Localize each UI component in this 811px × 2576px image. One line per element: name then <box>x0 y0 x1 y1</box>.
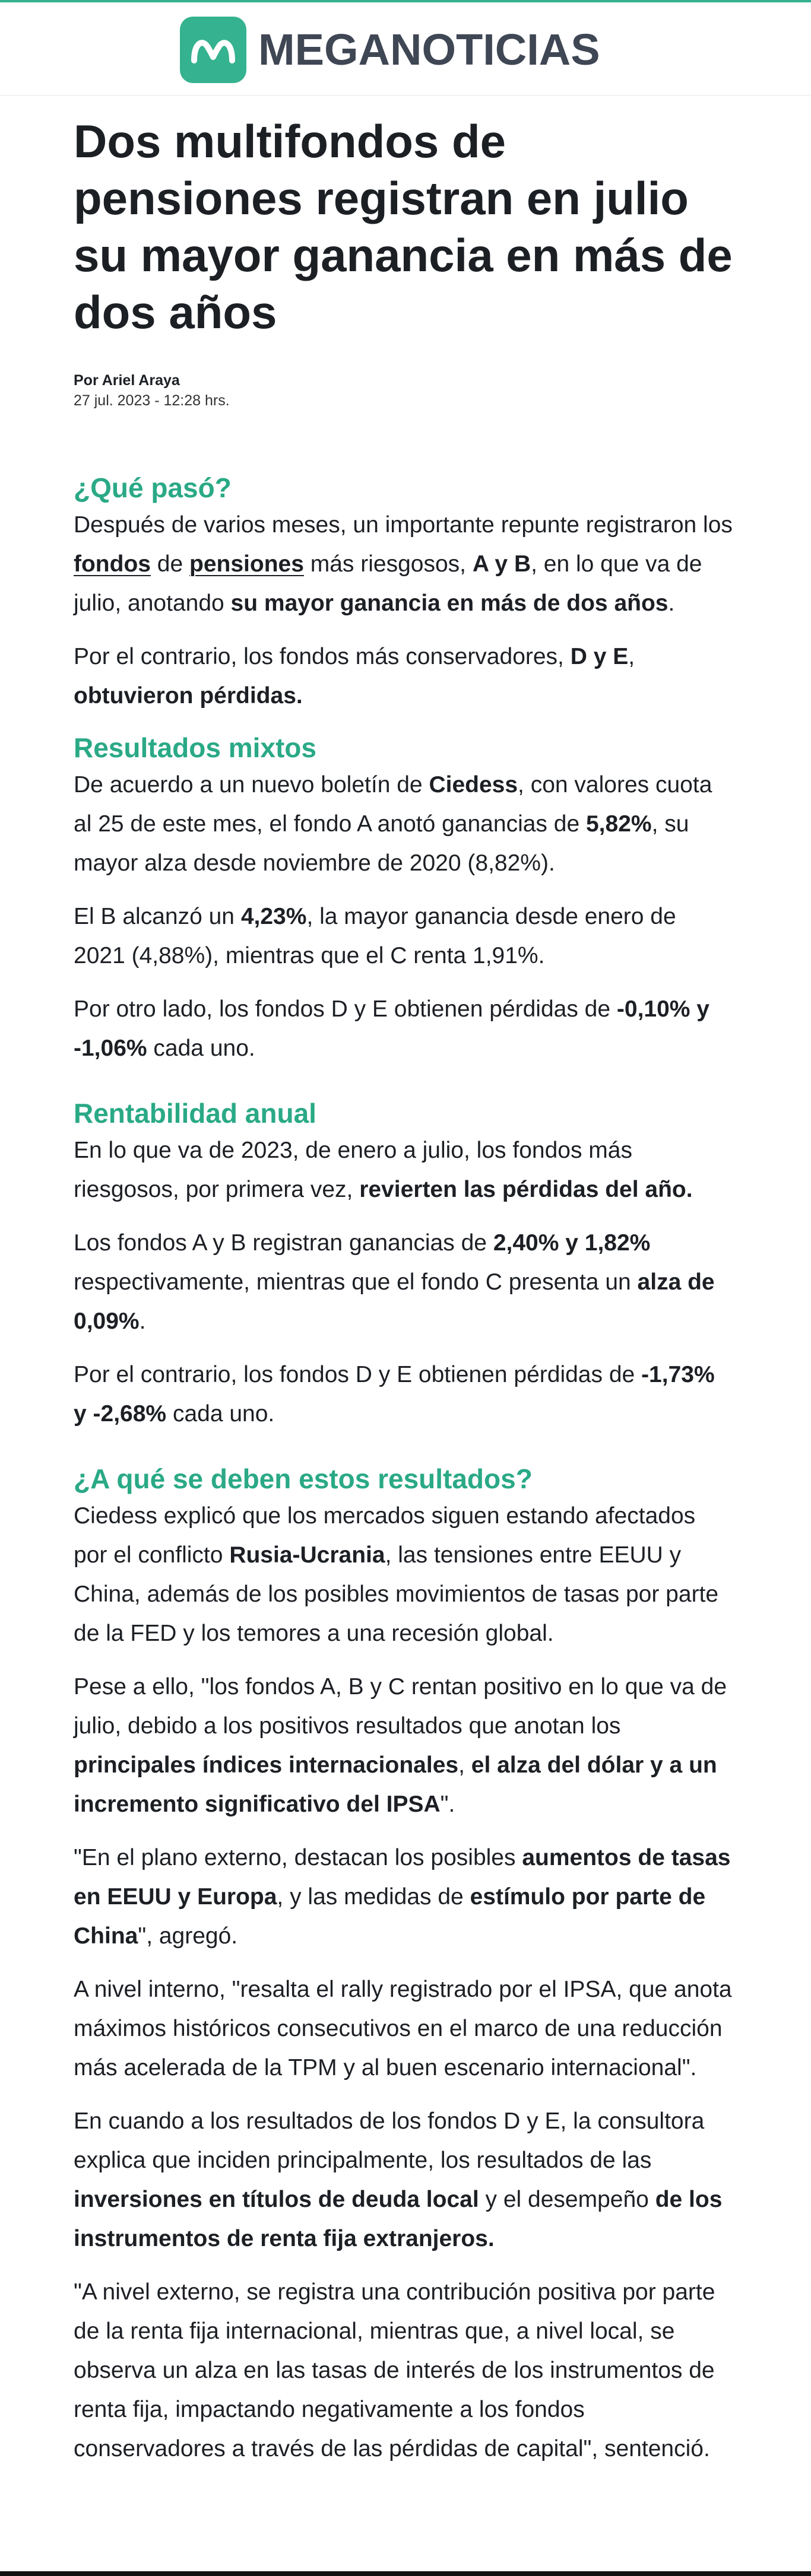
top-accent-bar <box>0 0 811 2</box>
paragraph: En cuando a los resultados de los fondos… <box>74 2108 723 2251</box>
meganoticias-m-icon <box>180 17 246 83</box>
paragraph: A nivel interno, "resalta el rally regis… <box>74 1977 732 2081</box>
paragraph: Por el contrario, los fondos D y E obtie… <box>74 1362 715 1427</box>
section-heading: ¿A qué se deben estos resultados? <box>74 1463 533 1494</box>
article: Dos multifondos de pensiones registran e… <box>74 113 733 2483</box>
brand-name: MEGANOTICIAS <box>258 25 600 74</box>
site-logo[interactable]: MEGANOTICIAS <box>180 17 600 83</box>
section-que-paso: ¿Qué pasó? Después de varios meses, un i… <box>74 470 733 716</box>
article-date: 27 jul. 2023 - 12:28 hrs. <box>74 392 230 409</box>
article-title: Dos multifondos de pensiones registran e… <box>74 115 733 338</box>
section-heading: ¿Qué pasó? <box>74 472 232 503</box>
bottom-bar <box>0 2571 811 2576</box>
paragraph: Por otro lado, los fondos D y E obtienen… <box>74 996 710 1061</box>
section-a-que-se-deben: ¿A qué se deben estos resultados? Ciedes… <box>74 1461 733 2469</box>
section-heading: Resultados mixtos <box>74 732 316 763</box>
paragraph: Por el contrario, los fondos más conserv… <box>74 644 635 709</box>
paragraph: De acuerdo a un nuevo boletín de Ciedess… <box>74 772 712 876</box>
link-fondos[interactable]: fondos <box>74 551 151 577</box>
section-resultados-mixtos: Resultados mixtos De acuerdo a un nuevo … <box>74 730 733 1068</box>
paragraph: Los fondos A y B registran ganancias de … <box>74 1230 715 1334</box>
paragraph: "A nivel externo, se registra una contri… <box>74 2279 715 2461</box>
paragraph: Después de varios meses, un importante r… <box>74 512 733 616</box>
site-header: MEGANOTICIAS <box>0 2 811 96</box>
paragraph: El B alcanzó un 4,23%, la mayor ganancia… <box>74 904 676 968</box>
section-rentabilidad-anual: Rentabilidad anual En lo que va de 2023,… <box>74 1095 733 1434</box>
link-pensiones[interactable]: pensiones <box>189 551 304 577</box>
paragraph: Ciedess explicó que los mercados siguen … <box>74 1503 719 1646</box>
paragraph: En lo que va de 2023, de enero a julio, … <box>74 1138 693 1202</box>
paragraph: "En el plano externo, destacan los posib… <box>74 1845 731 1949</box>
article-byline: Por Ariel Araya <box>74 372 180 389</box>
paragraph: Pese a ello, "los fondos A, B y C rentan… <box>74 1674 727 1817</box>
section-heading: Rentabilidad anual <box>74 1098 316 1129</box>
